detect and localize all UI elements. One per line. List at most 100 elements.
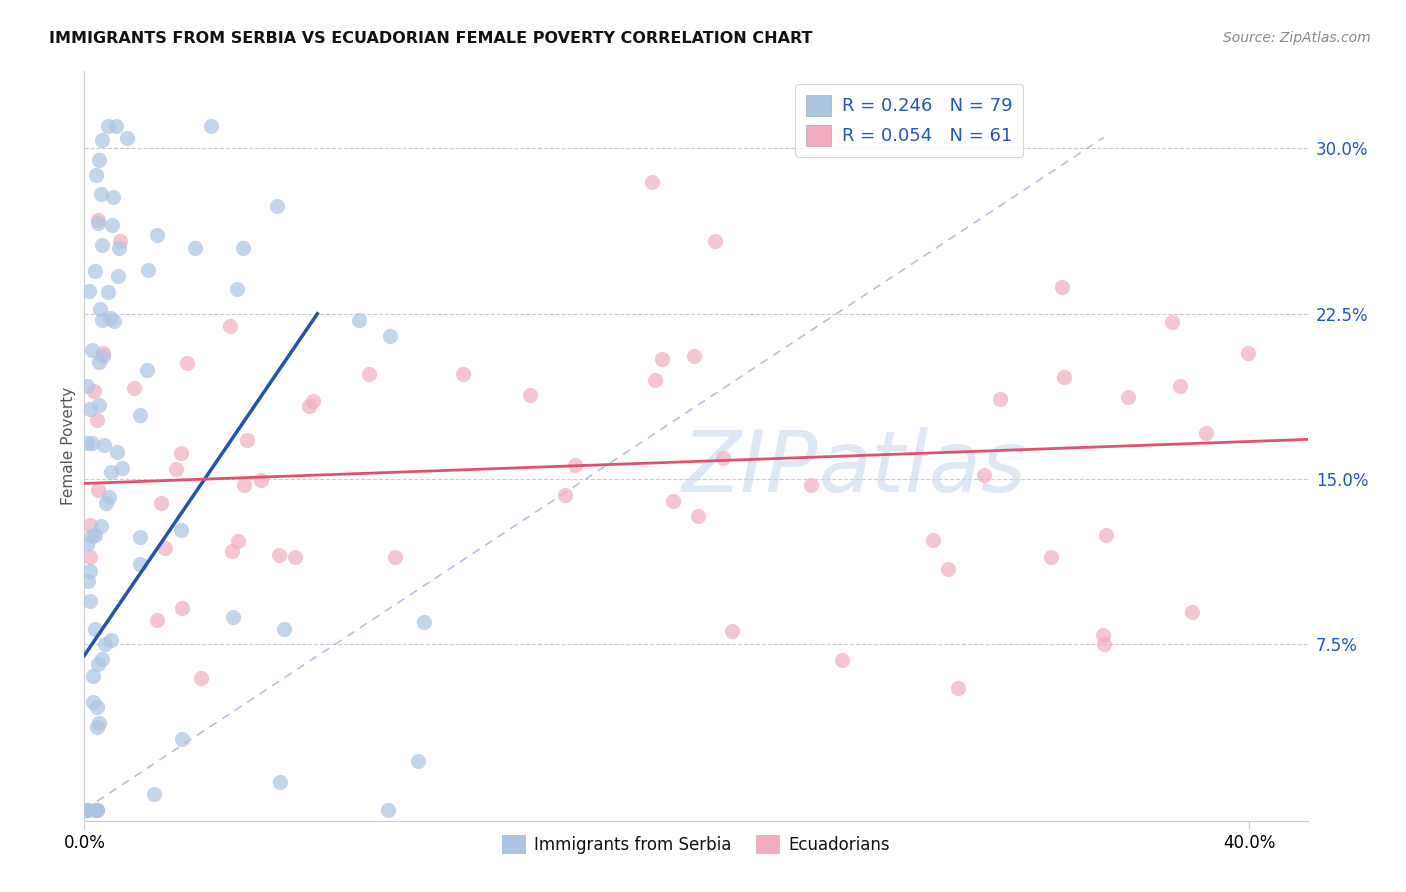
- Point: [79, 518, 101, 533]
- Point: [76, 574, 98, 588]
- Point: [250, 473, 273, 487]
- Point: [84, 168, 107, 182]
- Point: [80, 529, 103, 543]
- Point: [564, 458, 586, 473]
- Point: [1094, 528, 1116, 542]
- Point: [219, 319, 242, 334]
- Point: [1053, 369, 1076, 384]
- Point: [150, 496, 173, 510]
- Point: [79, 594, 101, 608]
- Point: [704, 235, 727, 249]
- Legend: Immigrants from Serbia, Ecuadorians: Immigrants from Serbia, Ecuadorians: [496, 829, 896, 861]
- Point: [84, 622, 107, 636]
- Point: [221, 610, 243, 624]
- Point: [377, 803, 399, 817]
- Point: [711, 450, 734, 465]
- Point: [284, 549, 307, 564]
- Point: [176, 355, 198, 369]
- Point: [412, 615, 434, 629]
- Point: [1180, 605, 1202, 619]
- Point: [98, 490, 121, 504]
- Point: [104, 120, 127, 134]
- Point: [190, 671, 212, 685]
- Text: IMMIGRANTS FROM SERBIA VS ECUADORIAN FEMALE POVERTY CORRELATION CHART: IMMIGRANTS FROM SERBIA VS ECUADORIAN FEM…: [49, 31, 813, 46]
- Point: [1161, 315, 1184, 329]
- Point: [973, 468, 995, 483]
- Point: [108, 241, 131, 255]
- Point: [135, 363, 157, 377]
- Point: [384, 549, 406, 564]
- Point: [1237, 346, 1260, 360]
- Point: [686, 508, 709, 523]
- Point: [143, 787, 166, 801]
- Point: [200, 120, 222, 134]
- Point: [76, 803, 98, 817]
- Point: [831, 653, 853, 667]
- Point: [946, 681, 969, 696]
- Point: [554, 488, 576, 502]
- Point: [89, 301, 111, 316]
- Point: [662, 493, 685, 508]
- Point: [226, 534, 249, 549]
- Point: [1050, 280, 1073, 294]
- Point: [87, 213, 110, 227]
- Point: [357, 367, 380, 381]
- Point: [83, 384, 105, 398]
- Point: [519, 387, 541, 401]
- Point: [236, 433, 259, 447]
- Point: [101, 190, 124, 204]
- Point: [406, 754, 429, 768]
- Point: [90, 133, 112, 147]
- Point: [86, 803, 108, 817]
- Text: ZIP: ZIP: [682, 427, 818, 510]
- Point: [87, 398, 110, 412]
- Point: [644, 373, 666, 387]
- Point: [170, 524, 193, 538]
- Point: [269, 548, 291, 562]
- Point: [100, 633, 122, 648]
- Point: [1091, 628, 1114, 642]
- Point: [269, 775, 291, 789]
- Point: [79, 564, 101, 578]
- Point: [221, 544, 243, 558]
- Point: [103, 314, 125, 328]
- Point: [936, 562, 959, 576]
- Point: [89, 355, 111, 369]
- Point: [129, 558, 152, 572]
- Point: [651, 352, 673, 367]
- Point: [87, 153, 110, 167]
- Point: [111, 461, 134, 475]
- Point: [76, 436, 98, 450]
- Point: [91, 346, 114, 360]
- Point: [90, 519, 112, 533]
- Point: [124, 381, 146, 395]
- Point: [146, 613, 169, 627]
- Point: [273, 622, 295, 636]
- Point: [921, 533, 943, 547]
- Point: [1168, 379, 1191, 393]
- Point: [1116, 390, 1139, 404]
- Point: [98, 311, 121, 326]
- Point: [79, 549, 101, 564]
- Point: [91, 238, 114, 252]
- Point: [115, 131, 138, 145]
- Point: [105, 445, 128, 459]
- Point: [988, 392, 1011, 406]
- Point: [1195, 426, 1218, 441]
- Point: [87, 657, 110, 672]
- Point: [86, 700, 108, 714]
- Y-axis label: Female Poverty: Female Poverty: [60, 387, 76, 505]
- Point: [89, 186, 111, 201]
- Point: [94, 496, 117, 510]
- Point: [76, 803, 98, 817]
- Point: [1040, 549, 1063, 564]
- Point: [146, 228, 169, 243]
- Point: [683, 349, 706, 363]
- Point: [233, 478, 256, 492]
- Point: [93, 438, 115, 452]
- Point: [86, 803, 108, 817]
- Point: [90, 313, 112, 327]
- Point: [79, 402, 101, 417]
- Point: [86, 720, 108, 734]
- Point: [302, 394, 325, 409]
